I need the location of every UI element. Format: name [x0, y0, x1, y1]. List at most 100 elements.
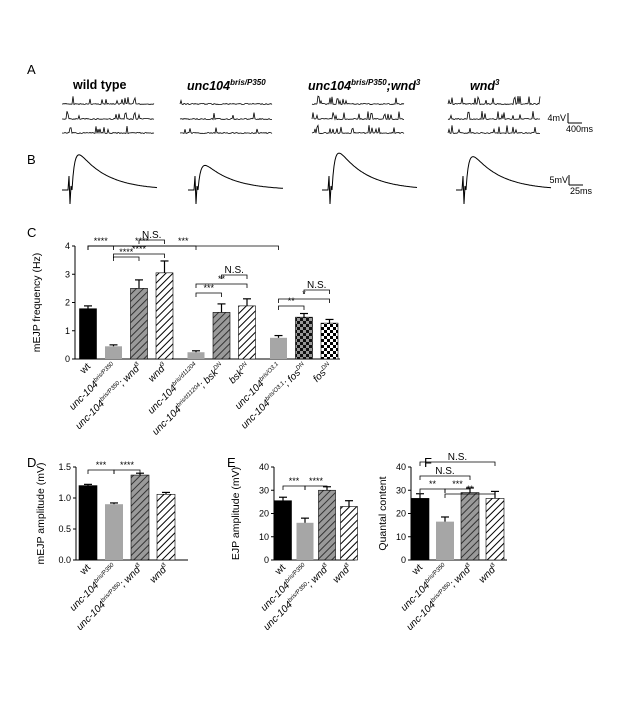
y-tick-label: 1.0	[58, 493, 71, 503]
bar	[340, 506, 358, 561]
scale-bar-b: 5mV 25ms	[549, 175, 593, 196]
category-label: fosDN	[311, 361, 335, 385]
trace-a-col3-row2	[447, 125, 540, 135]
category-label-sup: DN	[321, 361, 332, 372]
significance-bracket	[87, 245, 279, 250]
category-label-sup: 3	[159, 361, 166, 368]
significance-bracket	[87, 245, 114, 250]
significance-bracket	[419, 475, 471, 480]
y-tick-label: 40	[396, 462, 406, 472]
category-label: wt	[410, 562, 426, 578]
significance-bracket	[304, 485, 328, 490]
y-tick-label: 0.0	[58, 555, 71, 565]
category-label-sup: bris/P350	[99, 380, 122, 403]
y-tick-label: 40	[259, 462, 269, 472]
significance-label: **	[288, 296, 296, 306]
bar	[187, 352, 205, 359]
category-label-base: wt	[410, 562, 426, 578]
bar	[460, 492, 480, 561]
bar	[274, 500, 292, 561]
y-tick-label: 20	[259, 509, 269, 519]
scale-bar-b-voltage: 5mV	[549, 175, 568, 185]
significance-bracket	[195, 283, 248, 288]
trace-b-1	[188, 164, 283, 205]
y-tick-label: 20	[396, 509, 406, 519]
trace-a-col3-row1	[447, 111, 541, 121]
significance-label: ****	[135, 236, 150, 246]
category-label-base: wt	[273, 562, 289, 578]
trace-a-col2-row2	[311, 124, 405, 135]
significance-bracket	[303, 289, 330, 294]
significance-bracket	[87, 469, 115, 474]
bar	[296, 522, 314, 560]
header-unc104-wnd: unc104bris/P350;wnd3	[308, 78, 421, 94]
category-label-suffix-sup: 3	[134, 361, 141, 368]
category-label: wnd3	[146, 361, 170, 385]
panel-a-traces	[61, 95, 541, 135]
bar	[155, 272, 174, 360]
significance-bracket	[113, 253, 165, 258]
category-label-suffix-sup: 3	[465, 562, 472, 569]
trace-a-col0-row0	[62, 96, 155, 106]
significance-bracket	[138, 239, 165, 244]
bar	[238, 305, 256, 360]
significance-bracket	[282, 485, 306, 490]
panel-label-f: F	[424, 455, 432, 470]
category-label-base: wt	[78, 361, 94, 377]
scale-bar-b-time: 25ms	[570, 186, 593, 196]
trace-b-0	[62, 154, 158, 205]
panel-label-b: B	[27, 152, 36, 167]
category-label-sup: bris/P350	[100, 581, 123, 604]
y-axis-label: Quantal content	[377, 476, 389, 550]
significance-label: N.S.	[142, 230, 161, 241]
y-tick-label: 1	[65, 326, 70, 336]
significance-label: ***	[96, 460, 107, 470]
y-tick-label: 10	[396, 532, 406, 542]
y-tick-label: 2	[65, 298, 70, 308]
significance-label: **	[466, 484, 474, 494]
y-tick-label: 30	[259, 485, 269, 495]
bar	[320, 322, 339, 360]
bar	[318, 489, 336, 561]
y-axis-label: EJP amplitude (mV)	[230, 467, 242, 560]
category-label-suffix-sup: DN	[295, 361, 306, 372]
bar	[436, 521, 454, 560]
category-label-sup: 3	[161, 562, 168, 569]
bar	[156, 493, 176, 561]
significance-bracket	[419, 488, 446, 493]
scale-bar-a-time: 400ms	[566, 124, 594, 134]
y-tick-label: 4	[65, 241, 70, 251]
significance-bracket	[113, 256, 140, 261]
bar	[105, 504, 123, 560]
category-label-sup: bris/P350	[430, 581, 453, 604]
category-label-base: wt	[78, 562, 94, 578]
bar	[485, 498, 505, 561]
category-label: wnd3	[477, 562, 501, 586]
category-label: bskDN	[227, 361, 252, 386]
bar	[270, 337, 287, 359]
trace-b-2	[322, 152, 418, 205]
significance-bracket	[113, 469, 141, 474]
y-tick-label: 30	[396, 485, 406, 495]
trace-a-col2-row0	[311, 95, 405, 105]
significance-label: N.S.	[307, 280, 326, 291]
significance-label: N.S.	[225, 265, 244, 276]
bar	[130, 474, 150, 561]
y-tick-label: 10	[259, 532, 269, 542]
trace-b-3	[456, 156, 552, 205]
bar	[79, 308, 97, 360]
bar	[78, 485, 98, 561]
significance-bracket	[444, 493, 496, 498]
bar	[212, 312, 231, 360]
significance-label: ****	[132, 244, 147, 254]
category-label-sup: bris/P350	[287, 581, 310, 604]
y-tick-label: 3	[65, 269, 70, 279]
trace-a-col1-row0	[179, 99, 273, 106]
bar	[295, 316, 313, 360]
category-label-sup: bris/d11204	[171, 361, 198, 388]
category-label-sup: 3	[490, 562, 497, 569]
panel-label-a: A	[27, 62, 36, 77]
